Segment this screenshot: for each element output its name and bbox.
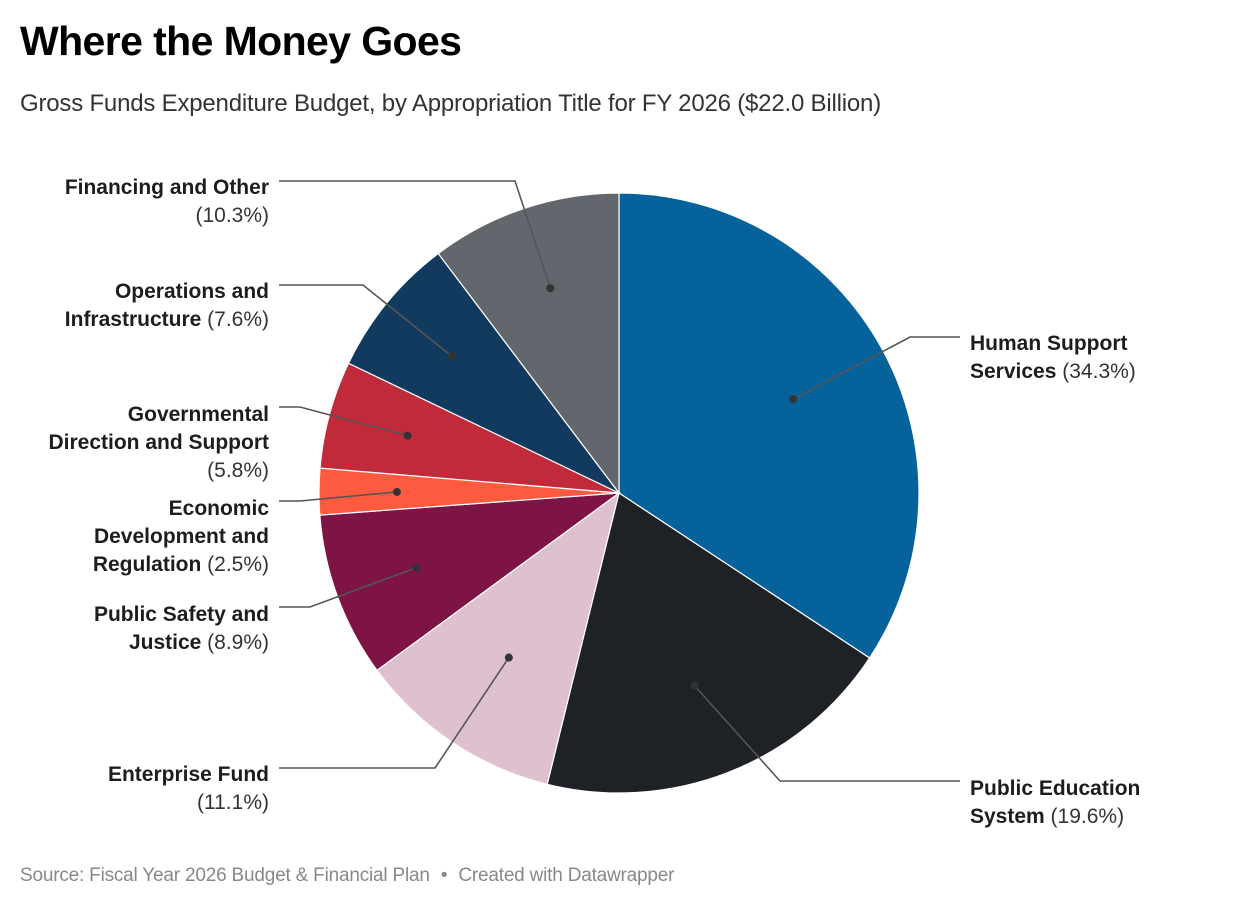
leader-lines [279,180,960,782]
leader-line [279,406,408,437]
leader-dot [412,563,421,572]
slice-label-financing-and-other: Financing and Other [65,176,269,199]
slice-label-governmental-direction-and-support: Governmental [128,403,269,426]
leader-line [279,491,398,502]
slice-label-operations-and-infrastructure: Operations and [115,280,269,303]
pie-slice-public-education-system[interactable] [546,492,871,794]
slice-labels: Human Support Services (34.3%) Public Educ… [49,176,1141,828]
slice-label-governmental-direction-and-support: (5.8%) [207,459,269,482]
slice-label-economic-development-and-regulation: Regulation (2.5%) [93,553,269,576]
slice-label-financing-and-other: (10.3%) [195,204,269,227]
leader-dot [789,395,798,404]
leader-dot [403,431,412,440]
slice-label-economic-development-and-regulation: Development and [94,525,269,548]
leader-line [279,284,453,357]
leader-dot [393,487,402,496]
footer-separator: • [440,865,448,886]
leader-line [279,657,510,769]
credit-link[interactable]: Created with Datawrapper [458,865,675,886]
chart-subtitle: Gross Funds Expenditure Budget, by Appro… [20,90,881,117]
slice-label-human-support-services: Services (34.3%) [970,360,1136,383]
leader-line [279,180,552,289]
pie-slice-operations-and-infrastructure[interactable] [347,252,620,494]
leader-dot [504,653,513,662]
slice-label-enterprise-fund: (11.1%) [197,791,269,814]
leader-dot [447,352,456,361]
leader-line [792,336,960,400]
chart-title: Where the Money Goes [20,18,462,64]
slice-label-public-education-system: System (19.6%) [970,805,1124,828]
slice-label-public-safety-and-justice: Public Safety and [94,603,269,626]
leader-dot [546,284,555,293]
pie-slices [318,192,920,794]
slice-label-enterprise-fund: Enterprise Fund [108,763,269,786]
leader-line [279,566,417,608]
slice-label-public-safety-and-justice: Justice (8.9%) [129,631,269,654]
footer: Source: Fiscal Year 2026 Budget & Financ… [20,865,674,887]
leader-dot [690,681,699,690]
slice-label-governmental-direction-and-support: Direction and Support [49,431,270,454]
slice-label-economic-development-and-regulation: Economic [169,497,270,520]
slice-label-operations-and-infrastructure: Infrastructure (7.6%) [65,308,269,331]
slice-label-human-support-services: Human Support [970,332,1128,355]
slice-label-public-education-system: Public Education [970,777,1140,800]
source-note: Source: Fiscal Year 2026 Budget & Financ… [20,865,430,886]
leader-line [693,685,960,782]
